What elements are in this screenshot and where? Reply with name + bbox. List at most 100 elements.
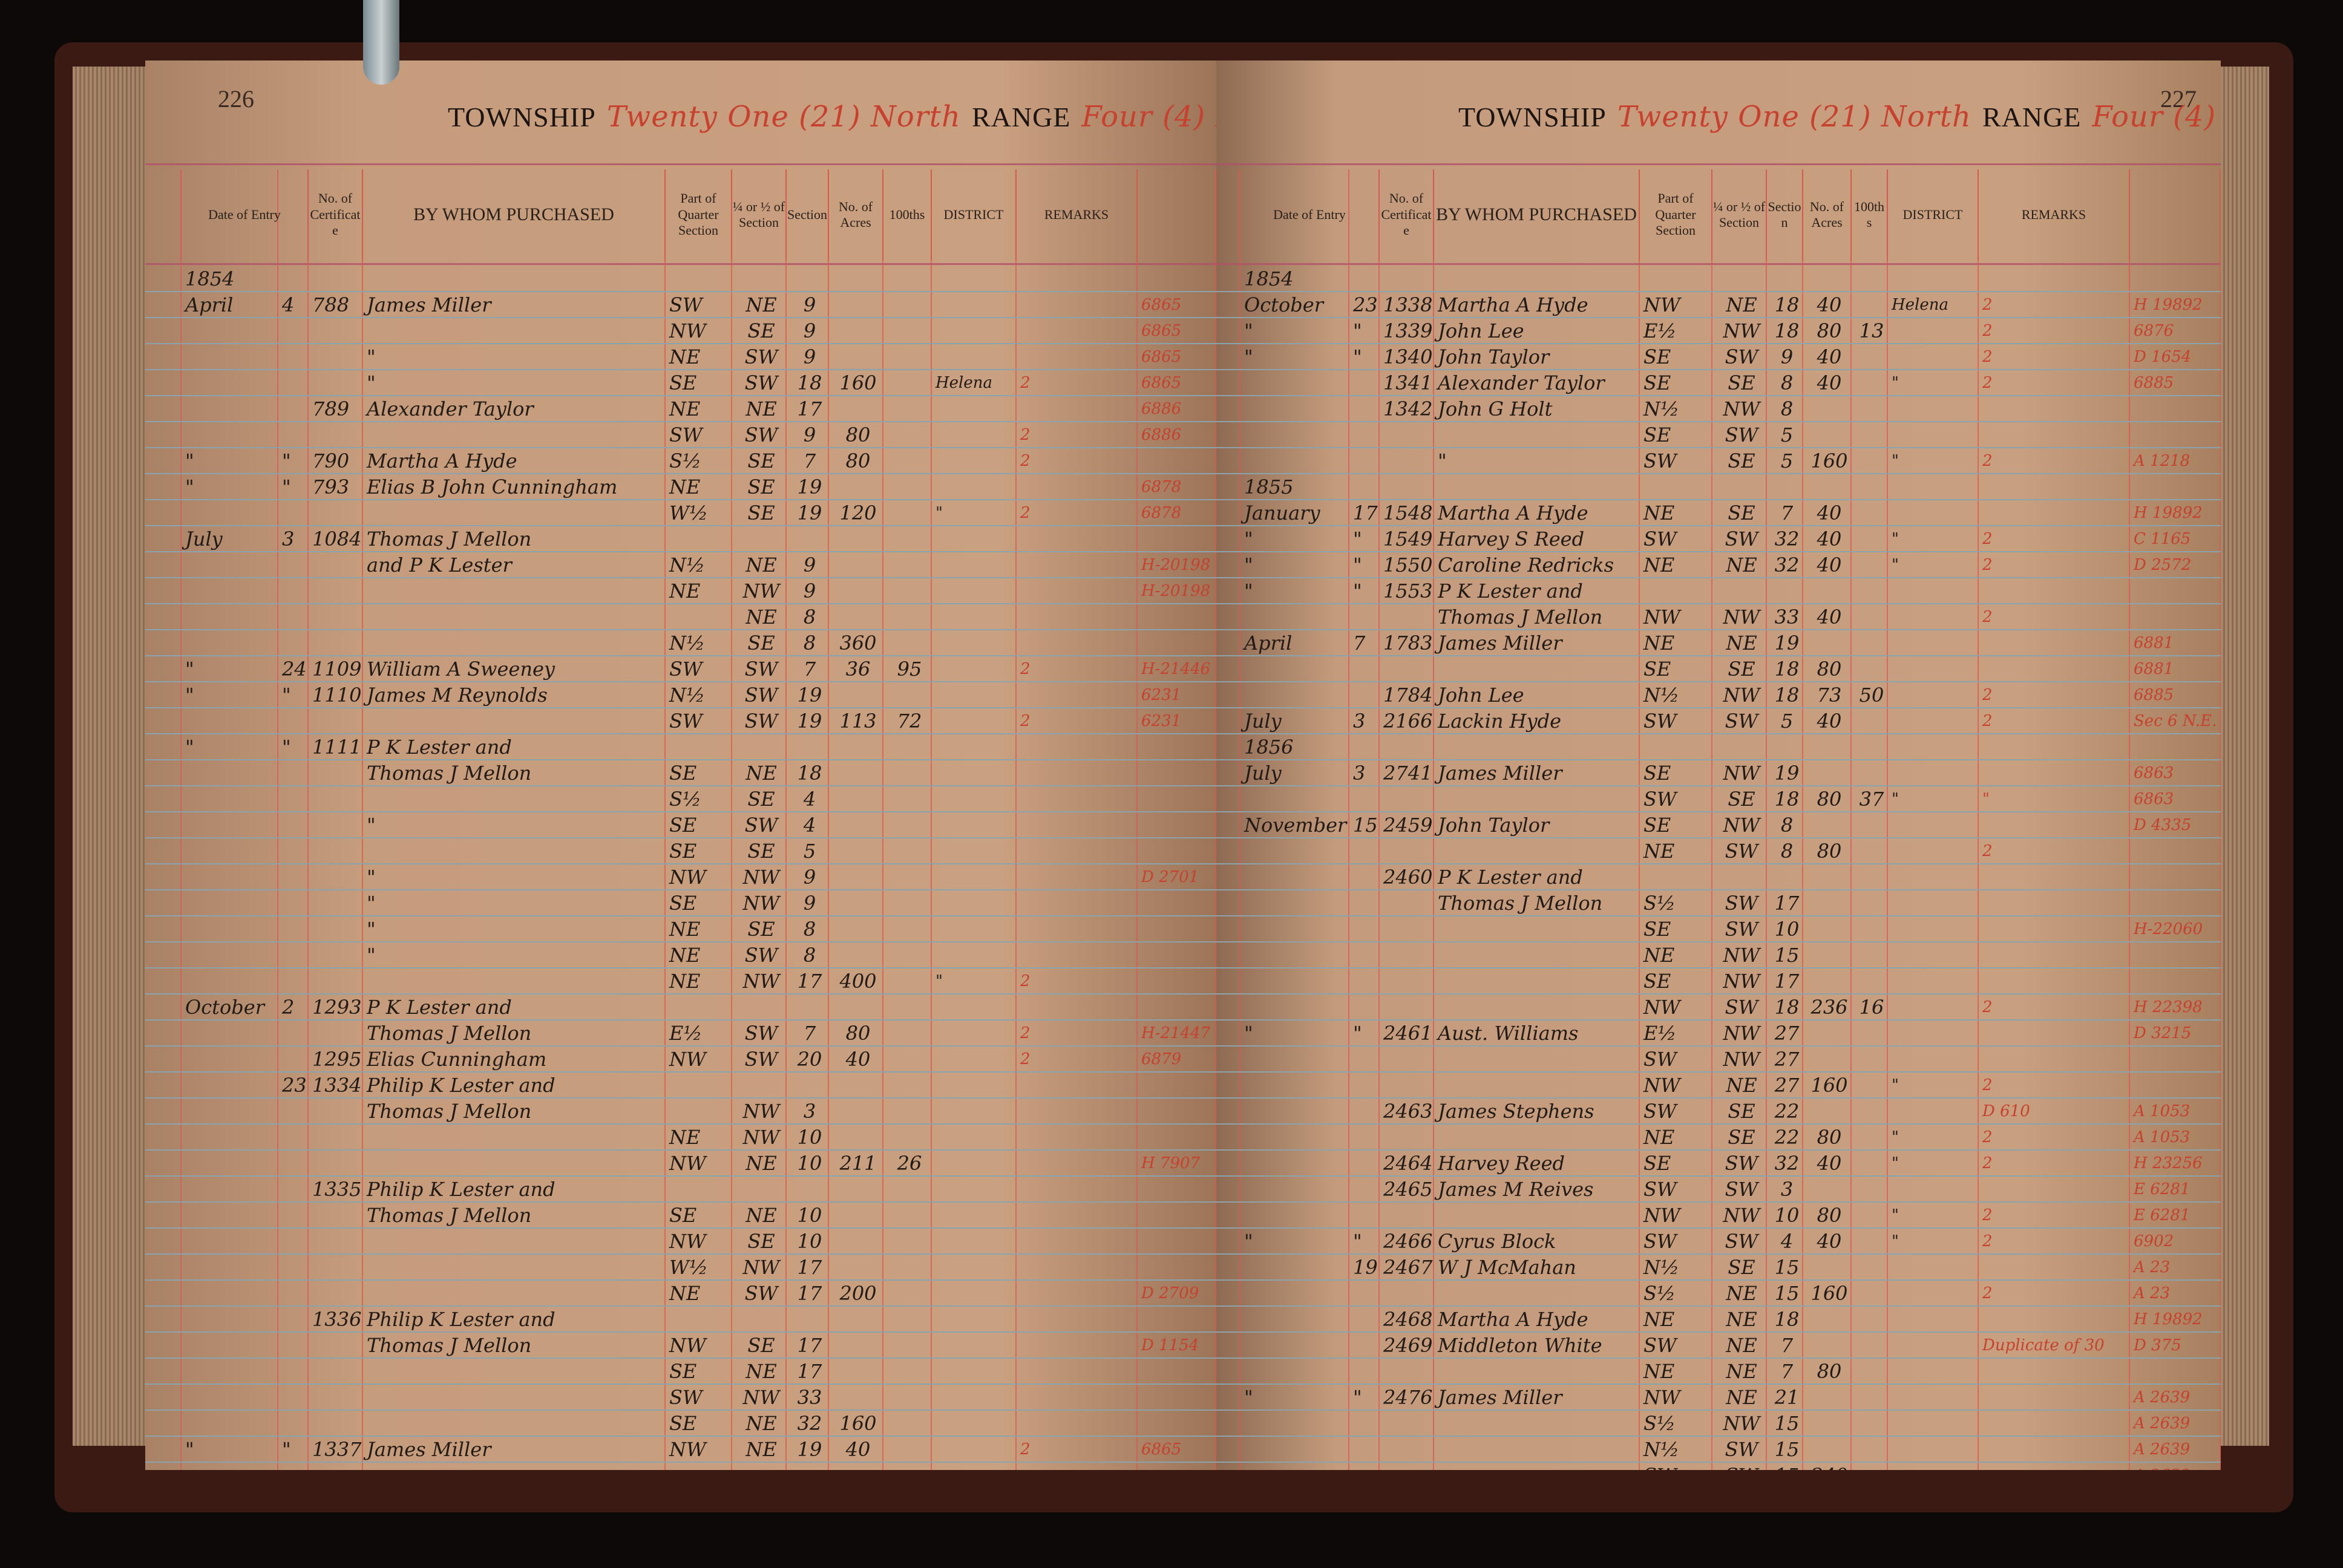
table-cell: A 1053 xyxy=(2134,1128,2191,1146)
table-cell: SE xyxy=(1643,658,1671,681)
table-cell: SE xyxy=(1643,814,1671,837)
table-cell: 17 xyxy=(797,1282,822,1305)
ledger-rows: 1854 April 4 788 James Miller SW NE 9 6865 NW SE 9 6… xyxy=(145,266,1216,1470)
table-cell: 793 xyxy=(312,475,350,498)
table-cell: SW xyxy=(1643,1178,1677,1201)
column-header: Date of Entry xyxy=(1240,169,1380,260)
table-cell: NE xyxy=(1726,1386,1757,1409)
table-cell: 2 xyxy=(1982,1076,1993,1094)
table-cell: 5 xyxy=(1780,710,1794,733)
table-cell: July xyxy=(185,528,223,550)
table-cell: 2 xyxy=(1982,1154,1993,1172)
table-row: Thomas J Mellon NW SE 17 D 1154 xyxy=(145,1333,1216,1359)
table-cell: SW xyxy=(669,293,703,316)
table-cell: SW xyxy=(1643,449,1677,472)
table-cell: John Taylor xyxy=(1438,345,1550,368)
table-cell: 18 xyxy=(797,762,822,785)
table-cell: NW xyxy=(742,892,780,915)
table-cell: 2 xyxy=(1982,608,1993,626)
table-cell: " xyxy=(936,504,943,522)
table-cell: P K Lester and xyxy=(1438,866,1583,889)
table-cell: 789 xyxy=(312,397,350,420)
table-cell: " xyxy=(1892,530,1899,548)
column-header: 100ths xyxy=(883,169,932,260)
table-cell: 40 xyxy=(1817,528,1842,550)
table-cell: NW xyxy=(1723,970,1760,993)
table-cell: " xyxy=(1244,345,1253,368)
table-cell: NE xyxy=(1643,944,1675,967)
table-cell: 6863 xyxy=(2134,790,2174,808)
table-cell: 240 xyxy=(1803,1463,1852,1470)
table-cell: SW xyxy=(1725,840,1758,863)
table-cell: S½ xyxy=(1643,1412,1676,1435)
table-row: SE NW 17 xyxy=(1216,969,2221,995)
table-row: NW NW 10 80 " 2 E 6281 xyxy=(1216,1203,2221,1229)
table-cell: 8 xyxy=(803,606,816,629)
table-cell: SE xyxy=(669,1204,697,1227)
table-cell: SW xyxy=(1643,1230,1677,1253)
table-cell: " xyxy=(185,449,194,472)
table-cell: 27 xyxy=(1774,1048,1800,1071)
table-cell: SW xyxy=(1725,1438,1758,1461)
table-cell: " xyxy=(367,866,376,889)
table-cell: 18 xyxy=(1774,788,1800,811)
table-cell: NW xyxy=(1643,293,1680,316)
column-header: ¼ or ½ of Section xyxy=(1712,169,1767,260)
table-cell: " xyxy=(367,918,376,941)
table-row: 2468 Martha A Hyde NE NE 18 H 19892 xyxy=(1216,1307,2221,1333)
table-cell: SE xyxy=(1643,423,1671,446)
table-cell: 6881 xyxy=(2134,660,2174,678)
table-cell: SE xyxy=(1728,658,1755,681)
table-row: " " 1110 James M Reynolds N½ SW 19 6231 xyxy=(145,682,1216,708)
table-row: January 17 1548 Martha A Hyde NE SE 7 40 H 19892 xyxy=(1216,500,2221,526)
table-cell: NE xyxy=(746,1438,777,1461)
table-cell: James Miller xyxy=(1438,762,1562,785)
table-row: NE SE 22 80 " 2 A 1053 xyxy=(1216,1125,2221,1151)
table-cell: July xyxy=(1244,762,1282,785)
table-cell: Thomas J Mellon xyxy=(367,762,532,785)
table-cell: 18 xyxy=(1774,996,1800,1019)
table-cell: NW xyxy=(669,866,706,889)
table-cell: 80 xyxy=(1817,1204,1842,1227)
table-cell: 3 xyxy=(282,528,295,550)
table-row: 1336 Philip K Lester and xyxy=(145,1307,1216,1333)
table-cell: NW xyxy=(1723,606,1760,629)
table-cell: E½ xyxy=(669,1022,703,1045)
table-cell: H-21446 xyxy=(1141,660,1211,678)
table-row: W½ SE 19 120 " 2 6878 xyxy=(145,500,1216,526)
table-cell: 21 xyxy=(1774,1386,1800,1409)
table-cell: E½ xyxy=(1643,1022,1677,1045)
table-cell: N½ xyxy=(669,684,706,707)
table-cell: NE xyxy=(746,554,777,577)
table-cell: 40 xyxy=(1817,710,1842,733)
table-cell: 7 xyxy=(1353,632,1366,655)
table-cell: 1549 xyxy=(1383,528,1433,550)
table-row: " SE SW 18 160 Helena 2 6865 xyxy=(145,370,1216,396)
table-cell: NE xyxy=(1726,1308,1757,1331)
table-cell: NE xyxy=(746,1412,777,1435)
table-cell: NE xyxy=(746,606,777,629)
table-cell: 23 xyxy=(282,1074,307,1097)
page-number: 226 xyxy=(218,85,254,113)
township-label: TOWNSHIP xyxy=(1458,102,1607,132)
table-cell: 6865 xyxy=(1141,322,1182,340)
table-cell: 6231 xyxy=(1141,686,1182,704)
table-cell: NW xyxy=(1723,397,1760,420)
table-row: SE SE 5 xyxy=(145,838,1216,864)
right-page: 227 TOWNSHIP Twenty One (21) North RANGE Fo… xyxy=(1216,60,2221,1470)
table-cell: A 23 xyxy=(2134,1258,2171,1276)
table-row: " NW NW 9 D 2701 xyxy=(145,864,1216,890)
table-cell: Harvey S Reed xyxy=(1438,528,1585,550)
table-cell: 1338 xyxy=(1383,293,1433,316)
table-cell: 20 xyxy=(797,1048,822,1071)
table-cell: 2 xyxy=(1020,1050,1031,1068)
table-cell: NE xyxy=(1726,1334,1757,1357)
table-cell: " xyxy=(1892,452,1899,470)
table-cell: SE xyxy=(1643,762,1671,785)
table-cell: SW xyxy=(744,944,778,967)
table-cell: 15 xyxy=(1774,1282,1800,1305)
table-cell: " xyxy=(185,1438,194,1461)
table-cell: Elias B John Cunningham xyxy=(367,475,618,498)
table-cell: D 3215 xyxy=(2134,1024,2192,1042)
table-row: S½ NE 15 160 2 A 23 xyxy=(1216,1281,2221,1307)
